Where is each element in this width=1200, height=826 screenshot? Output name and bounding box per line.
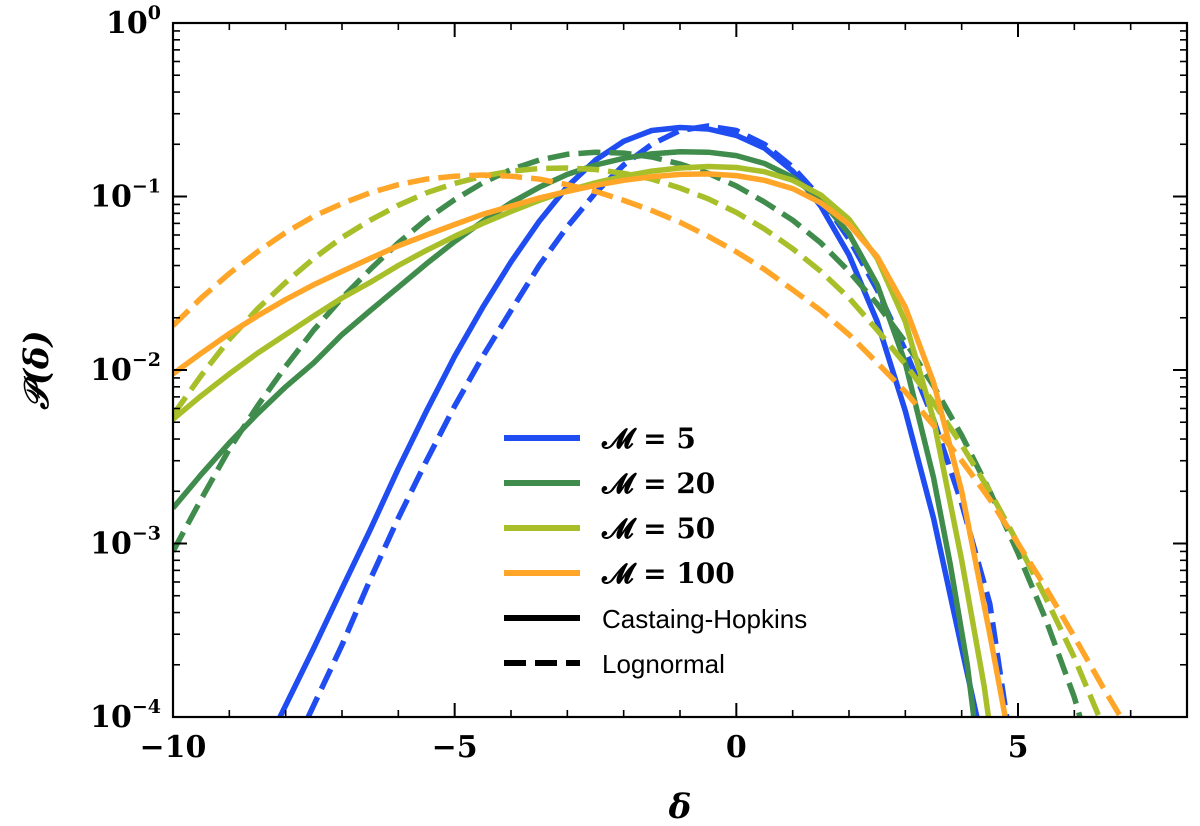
legend-label-5: Lognormal [602, 649, 725, 679]
ticks-layer [172, 22, 1188, 718]
series-line-3-lognormal [173, 149, 1083, 717]
legend-label-2: 𝓜 = 50 [601, 512, 715, 545]
y-tick-label: 10−4 [90, 696, 161, 735]
x-tick-label: −10 [140, 730, 207, 765]
x-axis-label: δ [668, 787, 692, 826]
x-tick-label: −5 [432, 730, 478, 765]
series-layer [173, 123, 1124, 717]
series-line-2-castaing-hopkins [173, 149, 977, 717]
y-tick-label: 10−3 [90, 523, 161, 562]
legend-label-4: Castaing-Hopkins [602, 604, 807, 634]
tick-labels: −10 −5 0 5 100 10−1 10−2 10−3 10−4 [90, 2, 1028, 765]
legend-label-3: 𝓜 = 100 [601, 557, 735, 590]
y-tick-label: 10−2 [90, 349, 161, 388]
y-tick-label: 100 [106, 2, 161, 41]
series-line-7-lognormal [173, 172, 1124, 717]
y-axis-label: 𝒫(δ) [17, 330, 57, 409]
series-line-0-castaing-hopkins [277, 124, 980, 717]
x-tick-label: 5 [1008, 730, 1029, 765]
x-tick-label: 0 [726, 730, 747, 765]
series-line-4-castaing-hopkins [173, 163, 992, 717]
legend-label-1: 𝓜 = 20 [601, 467, 715, 500]
legend: 𝓜 = 5 𝓜 = 20 𝓜 = 50 𝓜 = 100 Castaing-Hopkins… [504, 422, 807, 679]
y-tick-label: 10−1 [90, 176, 161, 215]
legend-label-0: 𝓜 = 5 [601, 422, 696, 455]
series-line-6-castaing-hopkins [173, 171, 1009, 717]
